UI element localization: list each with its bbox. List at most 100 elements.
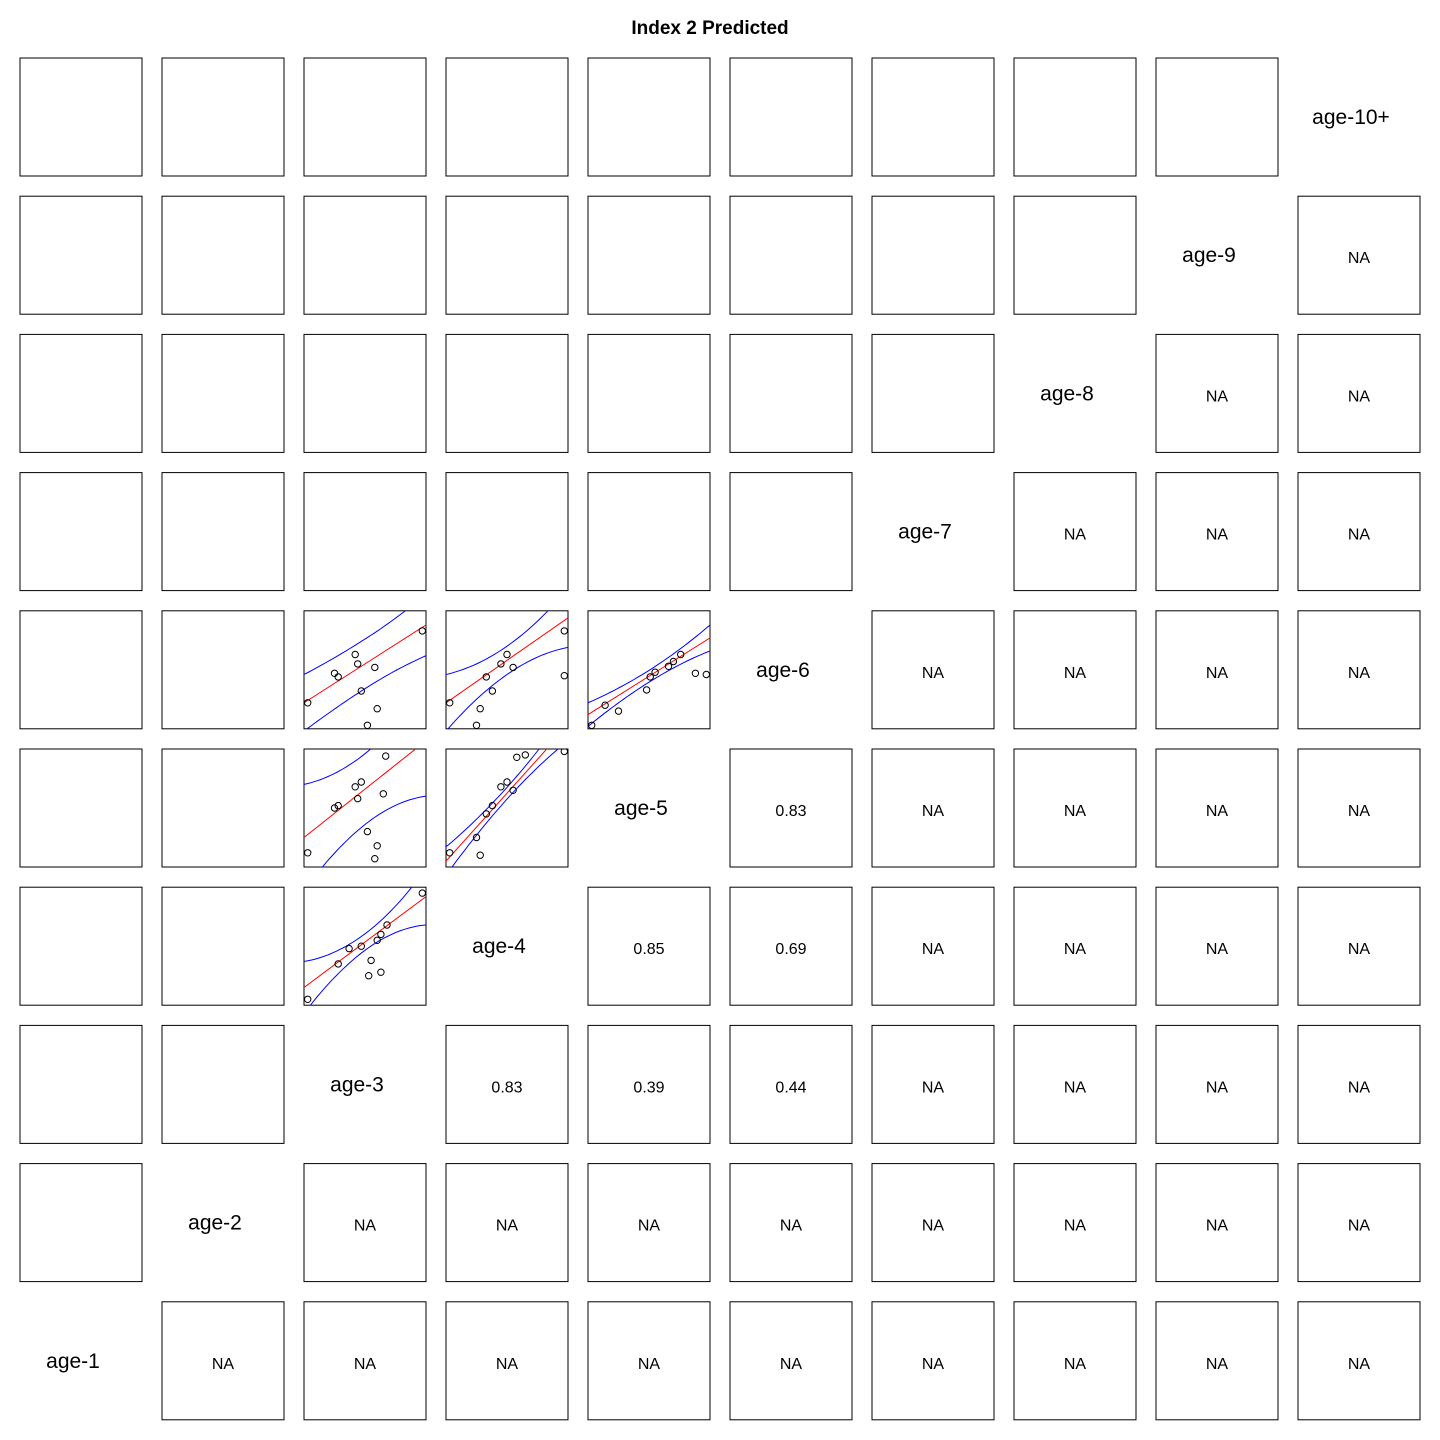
panel-frame [871, 1301, 995, 1421]
panel-frame [445, 472, 569, 592]
panel-age-8-age-7 [871, 333, 995, 453]
data-point [334, 960, 342, 968]
panel-age-3-age-1 [19, 1024, 143, 1144]
panel-frame [19, 610, 143, 730]
diagonal-label-age-8: age-8 [1040, 382, 1094, 405]
data-point [503, 778, 511, 786]
panel-frame [1155, 333, 1279, 453]
panel-age-7-age-10+: NA [1297, 472, 1421, 592]
panel-frame [1297, 333, 1421, 453]
data-point [560, 749, 568, 756]
diagonal-label-age-6: age-6 [756, 659, 810, 682]
panel-age-4-age-8: NA [1013, 886, 1137, 1006]
data-point [377, 968, 385, 976]
data-point [334, 673, 342, 681]
panel-age-9-age-1 [19, 195, 143, 315]
ci-upper-line [446, 749, 540, 848]
panel-frame [1297, 610, 1421, 730]
ci-upper-line [304, 610, 407, 676]
panel-age-2-age-10+: NA [1297, 1163, 1421, 1283]
diagonal-label-age-3: age-3 [330, 1073, 384, 1096]
correlation-label: NA [496, 1218, 519, 1235]
correlation-label: NA [1206, 1356, 1229, 1373]
panel-age-10+-age-1 [19, 57, 143, 177]
panel-frame [1297, 748, 1421, 868]
correlation-label: NA [1206, 1218, 1229, 1235]
panel-age-9-age-4 [445, 195, 569, 315]
correlation-label: NA [1206, 388, 1229, 405]
panel-frame [1297, 472, 1421, 592]
correlation-label: NA [1206, 527, 1229, 544]
data-point [601, 701, 609, 709]
panel-age-6-age-2 [161, 610, 285, 730]
correlation-label: 0.39 [633, 1079, 664, 1096]
panel-age-8-age-3 [303, 333, 427, 453]
fit-line [304, 896, 426, 989]
correlation-label: NA [922, 1079, 945, 1096]
correlation-label: NA [780, 1218, 803, 1235]
data-point [345, 944, 353, 953]
panel-age-8-age-2 [161, 333, 285, 453]
panel-frame [729, 1024, 853, 1144]
panel-frame [445, 610, 569, 730]
panel-age-7-age-1 [19, 472, 143, 592]
correlation-label: NA [1348, 1079, 1371, 1096]
correlation-label: NA [1064, 1218, 1087, 1235]
panel-age-5-age-2 [161, 748, 285, 868]
panel-frame [729, 195, 853, 315]
data-point [476, 851, 484, 859]
correlation-label: NA [1348, 1356, 1371, 1373]
panel-age-7-age-2 [161, 472, 285, 592]
data-point [476, 705, 484, 713]
panel-age-10+-age-7 [871, 57, 995, 177]
data-point [509, 786, 517, 794]
panel-age-9-age-2 [161, 195, 285, 315]
panel-frame [587, 1301, 711, 1421]
data-point [351, 783, 359, 791]
data-point [503, 650, 511, 659]
data-point [669, 657, 678, 666]
panel-frame [303, 1301, 427, 1421]
panel-age-7-age-8: NA [1013, 472, 1137, 592]
data-point [497, 783, 505, 791]
panel-age-1-age-4: NA [445, 1301, 569, 1421]
data-point [382, 752, 390, 760]
correlation-label: NA [354, 1356, 377, 1373]
panel-age-1-age-8: NA [1013, 1301, 1137, 1421]
panel-age-10+-age-6 [729, 57, 853, 177]
panel-frame [1155, 610, 1279, 730]
panel-age-1-age-3: NA [303, 1301, 427, 1421]
panel-frame [161, 1301, 285, 1421]
correlation-label: NA [1348, 250, 1371, 267]
panel-frame [1013, 472, 1137, 592]
page-title: Index 2 Predicted [631, 18, 789, 39]
data-point [383, 921, 391, 929]
panel-age-9-age-8 [1013, 195, 1137, 315]
correlation-label: NA [1348, 527, 1371, 544]
panel-frame [587, 472, 711, 592]
data-point [363, 827, 372, 836]
panel-age-10+-age-9 [1155, 57, 1279, 177]
panel-frame [871, 1024, 995, 1144]
data-point [354, 660, 362, 668]
data-point [373, 705, 381, 713]
panel-age-10+-age-2 [161, 57, 285, 177]
panel-age-9-age-6 [729, 195, 853, 315]
panel-age-4-age-9: NA [1155, 886, 1279, 1006]
data-point [651, 668, 659, 676]
panel-frame [1155, 1301, 1279, 1421]
panel-age-6-age-1 [19, 610, 143, 730]
data-point [418, 627, 426, 635]
panel-frame [587, 195, 711, 315]
panel-frame [587, 1024, 711, 1144]
panel-age-3-age-9: NA [1155, 1024, 1279, 1144]
panel-age-1-age-5: NA [587, 1301, 711, 1421]
panel-age-4-age-1 [19, 886, 143, 1006]
data-point [379, 790, 387, 798]
panel-age-10+-age-3 [303, 57, 427, 177]
data-point [357, 778, 365, 786]
correlation-label: NA [1064, 941, 1087, 958]
panel-age-10+-age-5 [587, 57, 711, 177]
panel-frame [729, 886, 853, 1006]
panel-age-8-age-10+: NA [1297, 333, 1421, 453]
